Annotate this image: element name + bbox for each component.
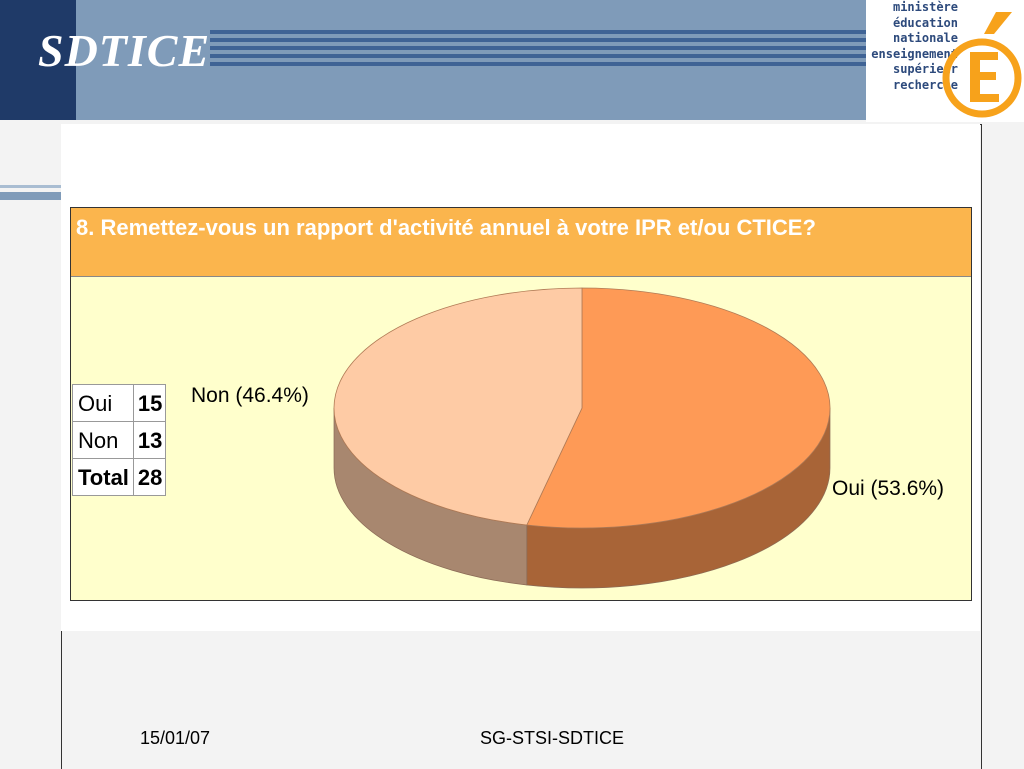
logo-line: nationale xyxy=(892,31,958,45)
table-value-total: 28 xyxy=(132,458,167,496)
table-label-non: Non xyxy=(72,421,134,459)
e-accent-logo-icon xyxy=(942,12,1022,118)
logo-line: ministère xyxy=(892,0,958,14)
table-row: Oui 15 xyxy=(72,384,167,422)
footer-center-text: SG-STSI-SDTICE xyxy=(480,728,625,748)
table-value-non: 13 xyxy=(132,421,167,459)
side-accent-line xyxy=(0,185,62,188)
table-label-oui: Oui xyxy=(72,384,134,422)
table-row: Non 13 xyxy=(72,421,167,459)
logo-line: supérieur xyxy=(892,62,958,76)
ministry-logo: ministère éducation nationale enseigneme… xyxy=(866,0,1024,122)
logo-line: éducation xyxy=(892,15,958,30)
footer-date: 15/01/07 xyxy=(140,728,211,748)
table-label-total: Total xyxy=(72,458,134,496)
logo-line: enseignement xyxy=(871,46,958,61)
table-value-oui: 15 xyxy=(132,384,167,422)
header-stripes xyxy=(210,30,866,72)
header-dark-block xyxy=(0,0,76,120)
slice-label-oui: Oui (53.6%) xyxy=(832,477,945,500)
table-row: Total 28 xyxy=(72,458,167,496)
side-accent-bar xyxy=(0,192,62,200)
brand-title: SDTICE xyxy=(38,25,211,76)
values-table: Oui 15 Non 13 Total 28 xyxy=(72,384,167,496)
logo-line: recherche xyxy=(892,77,958,92)
header-band xyxy=(76,0,866,120)
logo-text: ministère éducation nationale enseigneme… xyxy=(871,0,958,93)
slice-label-non: Non (46.4%) xyxy=(191,384,309,407)
chart-title: 8. Remettez-vous un rapport d'activité a… xyxy=(71,208,971,277)
